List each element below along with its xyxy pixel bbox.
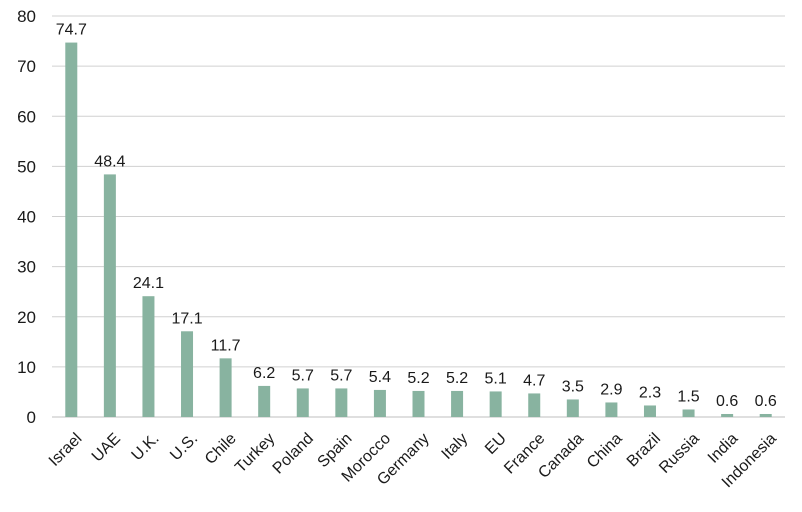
data-label: 11.7 — [211, 337, 241, 354]
x-category-label: Turkey — [232, 430, 278, 476]
x-category-label: U.S. — [167, 430, 201, 464]
bar-indonesia — [759, 413, 772, 417]
y-tick-label: 20 — [17, 308, 36, 327]
data-label: 2.3 — [639, 384, 661, 401]
y-tick-label: 50 — [17, 157, 36, 176]
data-label: 5.2 — [446, 370, 468, 387]
x-category-label: U.K. — [129, 430, 163, 464]
data-label: 17.1 — [171, 310, 202, 327]
y-tick-label: 0 — [27, 408, 36, 427]
data-label: 2.9 — [600, 381, 622, 398]
bars — [65, 42, 772, 417]
bar-russia — [682, 409, 695, 417]
data-label: 3.5 — [562, 378, 584, 395]
x-category-label: China — [584, 430, 626, 472]
data-label: 5.2 — [407, 370, 429, 387]
data-label: 24.1 — [133, 275, 164, 292]
data-label: 74.7 — [56, 22, 87, 39]
data-label: 5.7 — [292, 367, 314, 384]
bar-israel — [65, 42, 78, 417]
bar-china — [605, 402, 618, 417]
x-category-label: Israel — [46, 430, 86, 470]
x-category-label: Russia — [656, 430, 703, 477]
bar-u-s — [181, 331, 194, 417]
bar-germany — [412, 390, 425, 417]
bar-canada — [566, 399, 579, 417]
bar-uae — [103, 174, 116, 417]
data-labels: 74.7 48.4 24.1 17.1 11.7 6.2 5.7 5.7 5.4 5.2 5.2 5.… — [56, 22, 777, 410]
y-axis-ticks: 0 10 20 30 40 50 60 70 80 — [17, 7, 36, 427]
bar-turkey — [258, 385, 271, 417]
bar-chile — [219, 358, 232, 417]
x-category-label: EU — [482, 430, 510, 458]
data-label: 5.4 — [369, 369, 391, 386]
y-tick-label: 30 — [17, 258, 36, 277]
bar-u-k — [142, 296, 155, 417]
gridlines — [52, 15, 785, 418]
data-label: 1.5 — [677, 388, 699, 405]
data-label: 6.2 — [253, 365, 275, 382]
bar-eu — [489, 391, 502, 417]
bar-india — [721, 413, 734, 417]
bar-spain — [335, 388, 348, 417]
data-label: 0.6 — [716, 393, 738, 410]
bar-brazil — [643, 405, 656, 417]
x-category-label: UAE — [89, 430, 124, 465]
bar-italy — [451, 390, 464, 417]
data-label: 48.4 — [94, 153, 125, 170]
y-tick-label: 60 — [17, 107, 36, 126]
y-tick-label: 40 — [17, 208, 36, 227]
data-label: 0.6 — [755, 393, 777, 410]
x-category-label: Italy — [438, 430, 471, 463]
data-label: 5.1 — [485, 370, 507, 387]
bar-france — [528, 393, 541, 417]
data-label: 5.7 — [330, 367, 352, 384]
data-label: 4.7 — [523, 372, 545, 389]
x-category-label: Poland — [270, 430, 317, 477]
bar-poland — [296, 388, 309, 417]
bar-morocco — [373, 389, 386, 417]
x-axis-labels: Israel UAE U.K. U.S. ChileTurkeyPolandSpainM… — [46, 430, 780, 491]
y-tick-label: 80 — [17, 7, 36, 26]
y-tick-label: 10 — [17, 358, 36, 377]
y-tick-label: 70 — [17, 57, 36, 76]
